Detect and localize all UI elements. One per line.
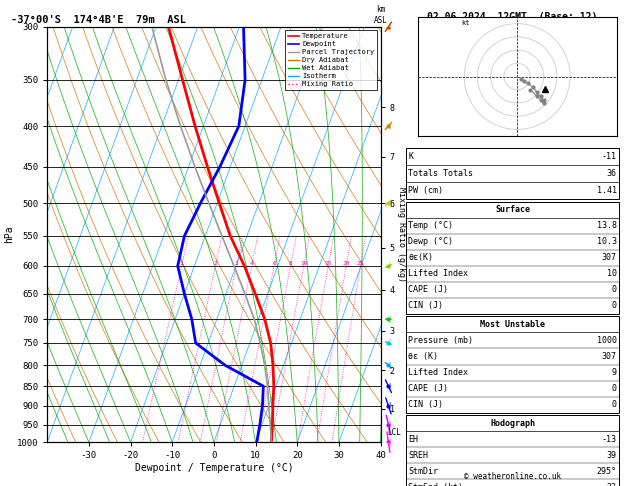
Bar bbox=[406, 316, 619, 413]
Text: 0: 0 bbox=[612, 400, 617, 409]
Y-axis label: hPa: hPa bbox=[4, 226, 14, 243]
Text: Lifted Index: Lifted Index bbox=[408, 269, 469, 278]
Text: |: | bbox=[387, 362, 391, 369]
Text: |: | bbox=[387, 340, 391, 347]
Text: CAPE (J): CAPE (J) bbox=[408, 384, 448, 393]
Text: -37°00'S  174°4B'E  79m  ASL: -37°00'S 174°4B'E 79m ASL bbox=[11, 15, 186, 25]
Text: 39: 39 bbox=[607, 451, 617, 460]
Text: km
ASL: km ASL bbox=[374, 5, 387, 25]
Bar bbox=[406, 202, 619, 314]
Text: Dewp (°C): Dewp (°C) bbox=[408, 237, 454, 246]
Text: Surface: Surface bbox=[495, 205, 530, 214]
Text: Lifted Index: Lifted Index bbox=[408, 368, 469, 377]
Text: 0: 0 bbox=[612, 285, 617, 295]
Text: StmDir: StmDir bbox=[408, 467, 438, 476]
Text: -11: -11 bbox=[602, 152, 617, 161]
Text: 25: 25 bbox=[357, 261, 364, 266]
Text: CAPE (J): CAPE (J) bbox=[408, 285, 448, 295]
Bar bbox=[406, 415, 619, 486]
Text: |: | bbox=[387, 316, 391, 323]
Text: 02.06.2024  12GMT  (Base: 12): 02.06.2024 12GMT (Base: 12) bbox=[428, 12, 598, 22]
Text: 10: 10 bbox=[607, 269, 617, 278]
Text: θε(K): θε(K) bbox=[408, 253, 433, 262]
Text: 2: 2 bbox=[213, 261, 217, 266]
Text: Totals Totals: Totals Totals bbox=[408, 169, 474, 178]
Text: |: | bbox=[387, 402, 391, 409]
Text: 36: 36 bbox=[607, 169, 617, 178]
Text: 6: 6 bbox=[272, 261, 276, 266]
Text: |: | bbox=[387, 23, 391, 30]
Text: CIN (J): CIN (J) bbox=[408, 400, 443, 409]
Text: Hodograph: Hodograph bbox=[490, 418, 535, 428]
Text: |: | bbox=[387, 262, 391, 269]
Text: PW (cm): PW (cm) bbox=[408, 186, 443, 195]
Text: StmSpd (kt): StmSpd (kt) bbox=[408, 483, 464, 486]
Text: 1: 1 bbox=[180, 261, 184, 266]
Text: 4: 4 bbox=[250, 261, 253, 266]
Text: 295°: 295° bbox=[597, 467, 617, 476]
Legend: Temperature, Dewpoint, Parcel Trajectory, Dry Adiabat, Wet Adiabat, Isotherm, Mi: Temperature, Dewpoint, Parcel Trajectory… bbox=[286, 30, 377, 90]
Text: Pressure (mb): Pressure (mb) bbox=[408, 336, 474, 345]
Text: 3: 3 bbox=[235, 261, 238, 266]
Text: K: K bbox=[408, 152, 413, 161]
Text: 307: 307 bbox=[602, 253, 617, 262]
X-axis label: Dewpoint / Temperature (°C): Dewpoint / Temperature (°C) bbox=[135, 463, 293, 473]
Text: 9: 9 bbox=[612, 368, 617, 377]
Text: 1.41: 1.41 bbox=[597, 186, 617, 195]
Text: 23: 23 bbox=[607, 483, 617, 486]
Text: |: | bbox=[387, 200, 391, 207]
Text: 0: 0 bbox=[612, 301, 617, 311]
Bar bbox=[406, 148, 619, 199]
Text: Most Unstable: Most Unstable bbox=[480, 320, 545, 329]
Text: 1000: 1000 bbox=[597, 336, 617, 345]
Text: SREH: SREH bbox=[408, 451, 428, 460]
Text: 8: 8 bbox=[289, 261, 292, 266]
Text: 15: 15 bbox=[325, 261, 332, 266]
Text: 13.8: 13.8 bbox=[597, 221, 617, 230]
Text: 10.3: 10.3 bbox=[597, 237, 617, 246]
Text: EH: EH bbox=[408, 434, 418, 444]
Text: 10: 10 bbox=[300, 261, 308, 266]
Text: LCL: LCL bbox=[387, 428, 401, 437]
Text: 0: 0 bbox=[612, 384, 617, 393]
Y-axis label: Mixing Ratio (g/kg): Mixing Ratio (g/kg) bbox=[397, 187, 406, 282]
Text: |: | bbox=[387, 421, 391, 428]
Text: θε (K): θε (K) bbox=[408, 352, 438, 361]
Text: © weatheronline.co.uk: © weatheronline.co.uk bbox=[464, 472, 561, 481]
Text: -13: -13 bbox=[602, 434, 617, 444]
Text: 20: 20 bbox=[343, 261, 350, 266]
Text: CIN (J): CIN (J) bbox=[408, 301, 443, 311]
Text: |: | bbox=[387, 122, 391, 129]
Text: |: | bbox=[387, 382, 391, 390]
Text: 307: 307 bbox=[602, 352, 617, 361]
Text: Temp (°C): Temp (°C) bbox=[408, 221, 454, 230]
Text: |: | bbox=[387, 439, 391, 446]
